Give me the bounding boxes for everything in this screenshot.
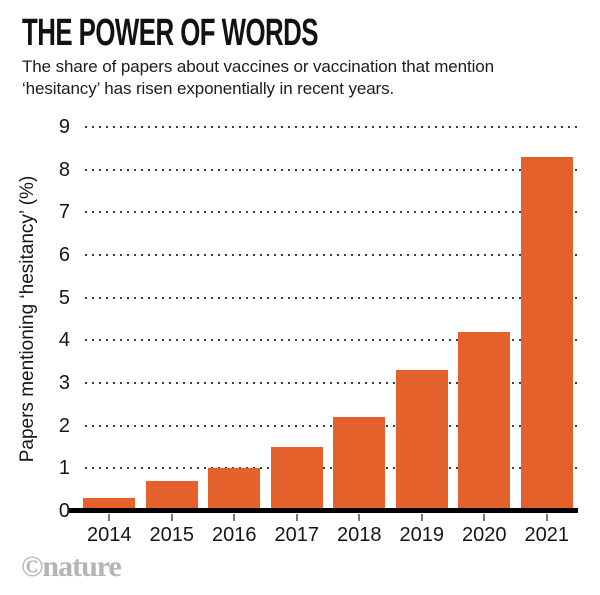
gridline-9 [85,126,578,128]
x-tick-2017 [295,514,298,521]
category-slot-2016: 2016 [203,127,266,546]
bar-2021 [520,156,573,511]
y-tick-label-3: 3 [58,372,70,394]
category-slot-2018: 2018 [328,127,391,546]
x-tick-2021 [545,514,548,521]
y-tick-label-1: 1 [58,457,70,480]
category-slot-2019: 2019 [391,127,454,546]
y-tick-label-5: 5 [58,286,70,309]
x-tick-label-2021: 2021 [524,524,570,546]
x-tick-label-2017: 2017 [274,524,320,546]
x-tick-2014 [108,514,111,521]
chart-title: THE POWER OF WORDS [22,12,319,54]
x-tick-label-2015: 2015 [149,524,195,546]
subtitle-line-1: The share of papers about vaccines or va… [22,57,494,76]
gridline-3 [85,382,578,384]
category-slot-2017: 2017 [266,127,329,546]
y-tick-label-6: 6 [58,244,70,266]
subtitle-line-2: ‘hesitancy’ has risen exponentially in r… [22,79,395,98]
category-slot-2014: 2014 [78,127,141,546]
category-slot-2021: 2021 [516,127,579,546]
gridline-6 [85,254,578,256]
y-tick-label-0: 0 [58,500,70,522]
bar-2016 [208,468,261,511]
x-tick-2018 [358,514,361,521]
bar-2015 [145,481,198,511]
x-tick-label-2020: 2020 [462,524,507,546]
bar-2019 [395,370,448,511]
x-tick-2015 [170,514,173,521]
bar-2020 [458,331,511,511]
x-tick-label-2018: 2018 [337,524,382,546]
x-tick-label-2016: 2016 [212,524,257,546]
bar-2017 [270,447,323,511]
nature-logo: ©nature [21,550,122,583]
y-axis-tick-labels: 0 1 2 3 4 5 6 7 8 9 [36,117,70,521]
y-tick-label-7: 7 [58,201,70,224]
y-tick-label-9: 9 [58,116,70,138]
category-slot-2015: 2015 [141,127,204,546]
bar-2018 [333,417,386,511]
bar-2014 [83,498,136,511]
y-tick-label-8: 8 [58,158,70,181]
gridline-7 [85,211,578,214]
bar-series: 2014 2015 2016 2017 2018 2019 2020 2021 [78,127,579,546]
gridline-1 [85,467,578,470]
x-tick-label-2014: 2014 [87,524,132,546]
y-tick-label-2: 2 [58,414,70,437]
x-tick-label-2019: 2019 [399,524,445,546]
chart-subtitle: The share of papers about vaccines or va… [22,56,494,100]
gridline-4 [85,339,578,342]
y-tick-label-4: 4 [58,329,70,352]
x-tick-2019 [420,514,423,521]
x-axis-line [69,508,578,513]
x-tick-2020 [483,514,486,521]
category-slot-2020: 2020 [453,127,516,546]
x-tick-2016 [233,514,236,521]
gridline-2 [85,424,578,427]
gridline-8 [85,168,578,171]
gridline-5 [85,296,578,299]
